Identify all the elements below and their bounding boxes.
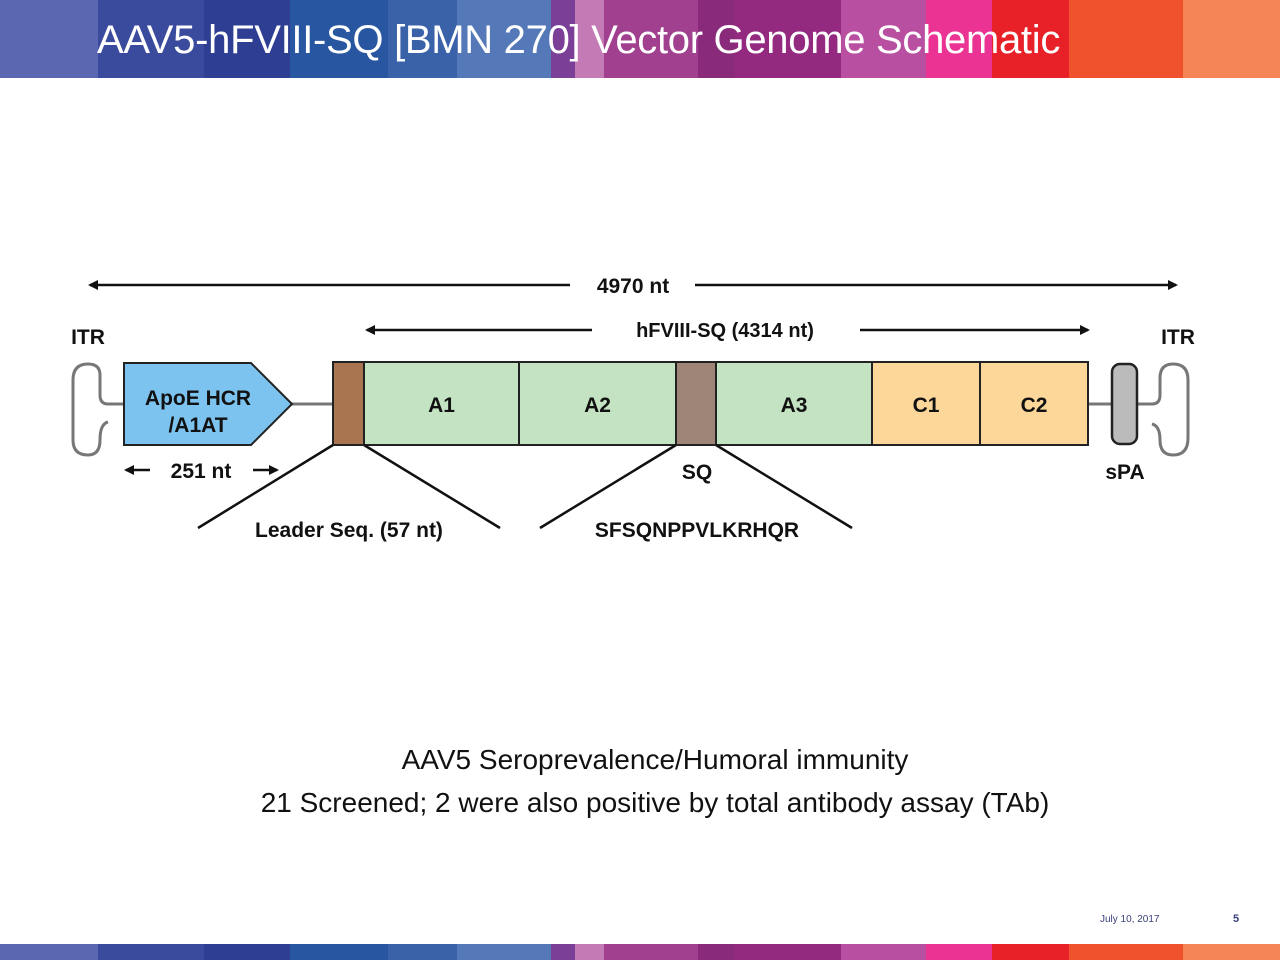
band-segment xyxy=(735,0,841,78)
band-segment xyxy=(1069,0,1183,78)
spa-block xyxy=(1110,362,1139,446)
slide-title: AAV5-hFVIII-SQ [BMN 270] Vector Genome S… xyxy=(97,18,1061,62)
domain-label: A1 xyxy=(428,394,455,417)
band-segment xyxy=(388,0,457,78)
page-number: 5 xyxy=(1233,913,1240,925)
band-segment xyxy=(841,0,926,78)
itr-right-hairpin xyxy=(1137,362,1190,457)
footer-date: July 10, 2017 xyxy=(1100,914,1160,925)
sq-sequence-label: SFSQNPPVLKRHQR xyxy=(595,519,799,542)
sq-label: SQ xyxy=(682,461,712,484)
band-segment xyxy=(290,944,388,960)
leader-sequence-block xyxy=(332,361,365,446)
domain-label: A2 xyxy=(584,394,611,417)
promoter-label-line1: ApoE HCR xyxy=(145,387,251,410)
band-segment xyxy=(604,944,698,960)
band-segment xyxy=(388,944,457,960)
domain-c1-block xyxy=(871,361,981,446)
band-segment xyxy=(551,0,575,78)
band-segment xyxy=(457,944,551,960)
total-length-label: 4970 nt xyxy=(597,275,669,298)
band-segment xyxy=(551,944,575,960)
domain-label: A3 xyxy=(781,394,808,417)
band-segment xyxy=(0,0,98,78)
header-color-band xyxy=(0,0,1280,78)
leader-callout-line xyxy=(197,443,334,530)
band-segment xyxy=(698,944,735,960)
band-segment xyxy=(698,0,735,78)
caption-line-1: AAV5 Seroprevalence/Humoral immunity xyxy=(401,744,909,775)
sq-callout-line xyxy=(715,443,853,530)
band-segment xyxy=(926,0,992,78)
band-segment xyxy=(926,944,992,960)
band-segment xyxy=(992,944,1069,960)
domain-c2-block xyxy=(979,361,1089,446)
itr-left-hairpin xyxy=(71,362,124,457)
footer-color-band xyxy=(0,944,1280,960)
domain-label: C2 xyxy=(1021,394,1048,417)
band-segment xyxy=(735,944,841,960)
band-segment xyxy=(992,0,1069,78)
band-segment xyxy=(1183,0,1280,78)
band-segment xyxy=(575,0,604,78)
promoter-label-line2: /A1AT xyxy=(168,414,227,437)
sq-callout-line xyxy=(539,443,677,530)
transgene-length-label: hFVIII-SQ (4314 nt) xyxy=(636,320,814,342)
band-segment xyxy=(604,0,698,78)
band-segment xyxy=(204,0,290,78)
promoter-element xyxy=(123,362,294,446)
band-segment xyxy=(0,944,98,960)
band-segment xyxy=(841,944,926,960)
band-segment xyxy=(98,0,204,78)
band-segment xyxy=(290,0,388,78)
spa-label: sPA xyxy=(1105,461,1144,484)
leader-callout-line xyxy=(363,443,501,530)
band-segment xyxy=(457,0,551,78)
domain-label: C1 xyxy=(913,394,940,417)
band-segment xyxy=(1183,944,1280,960)
itr-right-label: ITR xyxy=(1161,326,1195,349)
band-segment xyxy=(204,944,290,960)
domain-a1-block xyxy=(363,361,520,446)
itr-left-label: ITR xyxy=(71,326,105,349)
sq-linker-block xyxy=(675,361,717,446)
promoter-length-label: 251 nt xyxy=(171,460,232,483)
band-segment xyxy=(575,944,604,960)
band-segment xyxy=(1069,944,1183,960)
band-segment xyxy=(98,944,204,960)
leader-label: Leader Seq. (57 nt) xyxy=(255,519,443,542)
domain-a2-block xyxy=(518,361,677,446)
caption-line-2: 21 Screened; 2 were also positive by tot… xyxy=(260,787,1050,818)
